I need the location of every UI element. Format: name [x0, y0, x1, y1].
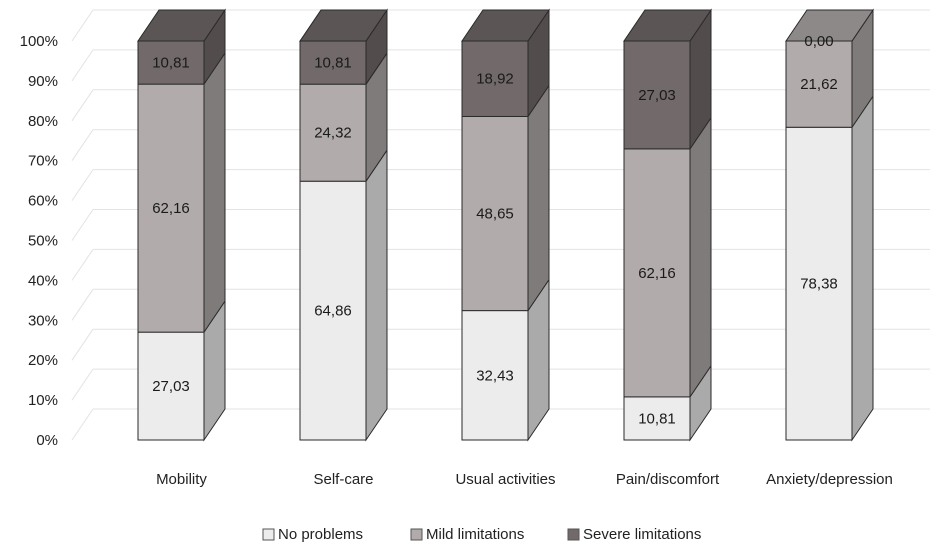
y-tick-label: 80% — [28, 113, 58, 130]
legend-swatch — [262, 528, 275, 541]
bar-side — [851, 94, 874, 442]
y-tick-label: 70% — [28, 153, 58, 170]
data-label: 10,81 — [314, 55, 352, 72]
bar-front — [299, 180, 367, 441]
bar-front — [461, 40, 529, 117]
legend-label: Severe limitations — [583, 526, 701, 543]
bar-top — [137, 9, 226, 42]
bar-side — [689, 116, 712, 399]
bar-top — [461, 9, 550, 42]
bars: 27,03 62,16 10,81 64,86 24,32 10,81 32,43 48,65… — [137, 8, 874, 442]
gridline-depth — [71, 408, 94, 441]
legend-swatch — [567, 528, 580, 541]
gridline-depth — [71, 9, 94, 42]
gridline-depth — [71, 209, 94, 241]
legend-label: No problems — [278, 526, 363, 543]
legend: No problems Mild limitations Severe limita… — [262, 526, 701, 543]
bar-front — [623, 148, 691, 398]
legend-label: Mild limitations — [426, 526, 524, 543]
bar-front — [137, 83, 205, 333]
y-axis: 0% 10% 20% 30% 40% 50% 60% 70% 80% 90% 100% — [20, 33, 58, 449]
gridline-depth — [71, 49, 94, 82]
data-label: 62,16 — [152, 200, 190, 217]
bar-front — [785, 126, 853, 441]
data-label: 64,86 — [314, 303, 352, 320]
bar-front — [461, 310, 529, 441]
x-category-label: Anxiety/depression — [766, 471, 893, 488]
gridline-depth — [71, 368, 94, 401]
x-category-label: Pain/discomfort — [616, 471, 720, 488]
bar-side — [527, 83, 550, 313]
gridline-depth — [71, 169, 94, 201]
bar-side — [365, 148, 388, 442]
data-label: 48,65 — [476, 206, 514, 223]
data-label: 10,81 — [638, 410, 676, 427]
y-tick-label: 100% — [20, 33, 58, 50]
bar-top — [299, 9, 388, 42]
data-label: 32,43 — [476, 367, 514, 384]
bar-top — [623, 9, 712, 42]
data-label: 27,03 — [638, 87, 676, 104]
gridline-depth — [71, 89, 94, 122]
x-category-label: Mobility — [156, 471, 207, 488]
y-tick-label: 20% — [28, 352, 58, 369]
bar-front — [461, 115, 529, 312]
bar-front — [137, 331, 205, 441]
bar-side — [203, 51, 226, 334]
data-label: 27,03 — [152, 378, 190, 395]
legend-swatch — [410, 528, 423, 541]
data-label: 78,38 — [800, 276, 838, 293]
data-label: 10,81 — [152, 55, 190, 72]
data-label: 0,00 — [804, 33, 833, 50]
y-tick-label: 40% — [28, 272, 58, 289]
bar-front — [137, 40, 205, 85]
gridline-depth — [71, 289, 94, 321]
y-tick-label: 50% — [28, 233, 58, 250]
y-tick-label: 60% — [28, 193, 58, 210]
bar-front — [623, 40, 691, 150]
data-label: 18,92 — [476, 71, 514, 88]
gridline-depth — [71, 129, 94, 161]
bar-top — [785, 9, 874, 42]
y-tick-label: 30% — [28, 312, 58, 329]
data-label: 21,62 — [800, 76, 838, 93]
y-tick-label: 0% — [36, 432, 58, 449]
x-axis: Mobility Self-care Usual activities Pain/di… — [156, 471, 893, 488]
data-label: 24,32 — [314, 125, 352, 142]
x-category-label: Self-care — [313, 471, 373, 488]
x-category-label: Usual activities — [455, 471, 555, 488]
y-tick-label: 10% — [28, 392, 58, 409]
gridline-depth — [71, 249, 94, 281]
y-tick-label: 90% — [28, 73, 58, 90]
gridline-depth — [71, 328, 94, 361]
data-label: 62,16 — [638, 265, 676, 282]
